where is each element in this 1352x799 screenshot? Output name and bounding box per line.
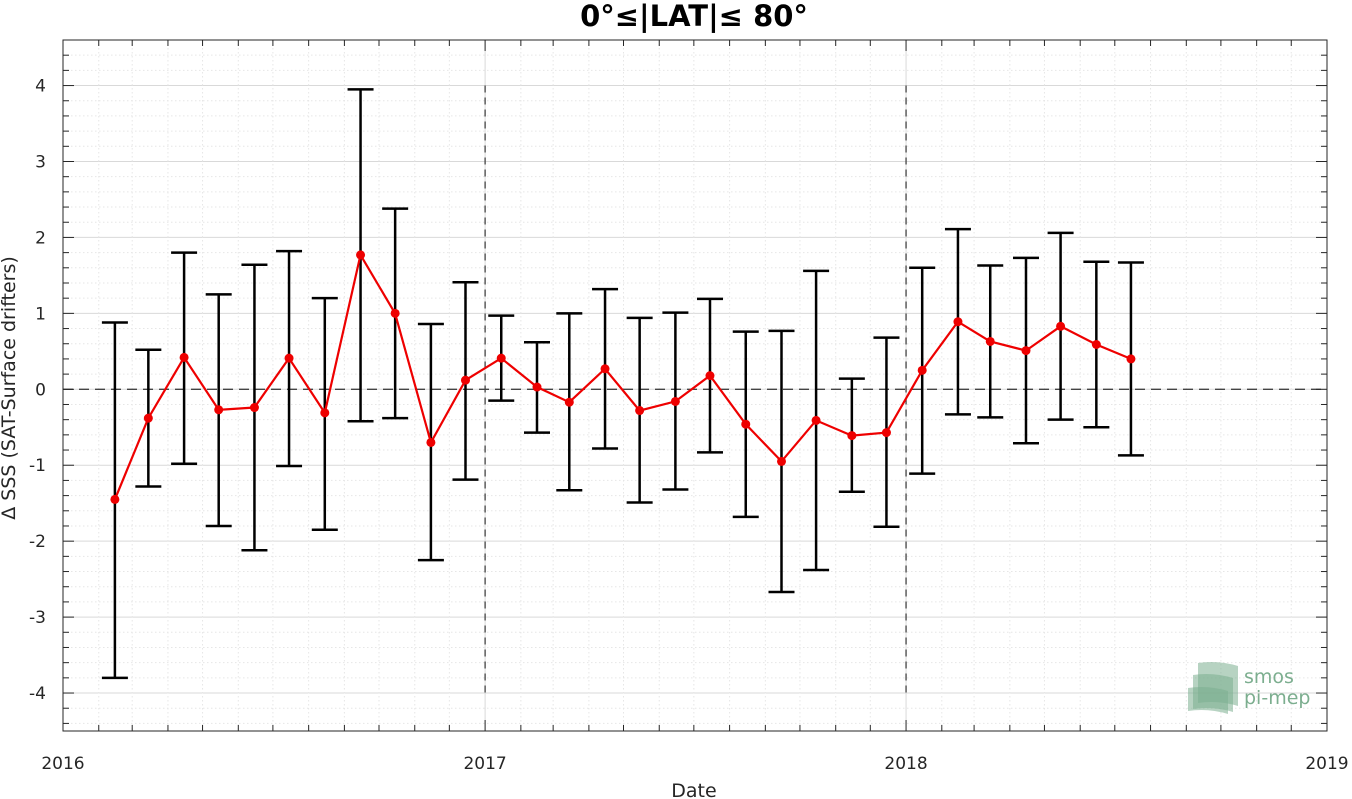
- logo-text-pi-mep: pi-mep: [1244, 687, 1310, 709]
- series-points: [110, 250, 1136, 504]
- y-tick-label: 4: [35, 77, 46, 97]
- data-point: [1091, 339, 1101, 349]
- data-point: [460, 375, 470, 385]
- data-point: [776, 456, 786, 466]
- y-tick-label: 3: [35, 152, 46, 172]
- data-point: [143, 413, 153, 423]
- y-tick-label: -2: [29, 532, 46, 552]
- data-point: [881, 428, 891, 438]
- data-point: [1021, 346, 1031, 356]
- data-point: [705, 371, 715, 381]
- data-point: [426, 437, 436, 447]
- data-point: [179, 352, 189, 362]
- data-point: [811, 415, 821, 425]
- x-tick-label: 2016: [41, 754, 84, 774]
- data-point: [320, 408, 330, 418]
- x-axis-label: Date: [671, 780, 716, 799]
- error-bars: [101, 88, 1144, 680]
- data-point: [1126, 354, 1136, 364]
- data-point: [741, 419, 751, 429]
- data-point: [249, 403, 259, 413]
- reference-lines: [63, 85, 1327, 694]
- y-tick-label: -3: [29, 608, 46, 628]
- data-point: [985, 336, 995, 346]
- chart-title: 0°≤|LAT|≤ 80°: [580, 0, 808, 33]
- series-line: [113, 251, 1132, 500]
- plot-frame: [62, 39, 1328, 732]
- data-point: [670, 396, 680, 406]
- data-point: [564, 397, 574, 407]
- series-line-path: [113, 251, 1132, 500]
- data-point: [284, 353, 294, 363]
- x-tick-label: 2019: [1305, 754, 1348, 774]
- data-point: [917, 365, 927, 375]
- logo-text-smos: smos: [1244, 666, 1294, 688]
- y-tick-label: -1: [29, 456, 46, 476]
- data-point: [214, 405, 224, 415]
- y-tick-label: 0: [35, 380, 46, 400]
- y-tick-labels: -4 -3 -2 -1 0 1 2 3 4: [29, 77, 46, 704]
- data-point: [847, 431, 857, 441]
- smos-pi-mep-logo: smos pi-mep: [1188, 662, 1310, 714]
- data-point: [496, 353, 506, 363]
- data-point: [953, 317, 963, 327]
- x-tick-label: 2017: [463, 754, 506, 774]
- grid: [62, 40, 1327, 731]
- data-point: [1056, 321, 1066, 331]
- y-tick-label: 2: [35, 228, 46, 248]
- y-axis-label: Δ SSS (SAT-Surface drifters): [0, 256, 20, 520]
- data-point: [390, 308, 400, 318]
- data-point: [356, 250, 366, 260]
- y-tick-label: -4: [29, 684, 46, 704]
- x-tick-label: 2018: [884, 754, 927, 774]
- data-point: [635, 406, 645, 416]
- y-tick-label: 1: [35, 304, 46, 324]
- x-tick-labels: 2016 2017 2018 2019: [41, 754, 1348, 774]
- data-point: [532, 382, 542, 392]
- logo-waves-icon: [1188, 662, 1238, 714]
- data-point: [600, 364, 610, 374]
- axes-box: [62, 39, 1328, 732]
- data-point: [110, 494, 120, 504]
